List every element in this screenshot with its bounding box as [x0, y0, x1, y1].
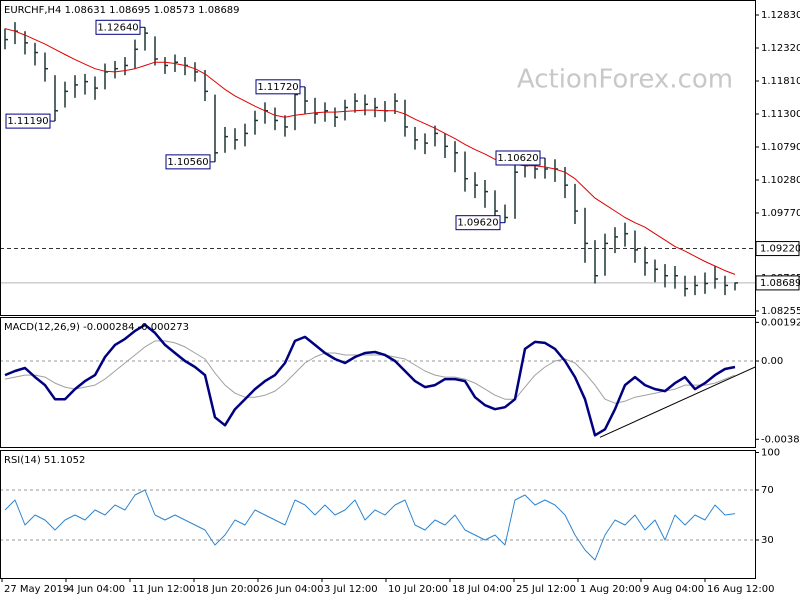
- x-tick-label: 16 Aug 12:00: [707, 584, 774, 595]
- y-tick-label: 0.00: [761, 356, 783, 367]
- indicator-line: [4, 489, 736, 561]
- annotation-box: [495, 150, 541, 166]
- annotation-box: [95, 19, 141, 35]
- y-tick-label: 1.11810: [761, 76, 800, 87]
- x-tick-label: 10 Jul 20:00: [388, 584, 448, 595]
- annotation-label: 1.09620: [457, 218, 498, 229]
- annotation-label: 1.11720: [257, 82, 298, 93]
- level-label: 1.08689: [760, 278, 800, 289]
- panel-frame: [0, 317, 756, 448]
- x-tick-label: 1 Aug 20:00: [580, 584, 641, 595]
- annotation-box: [255, 79, 301, 95]
- bars: [4, 22, 738, 297]
- y-tick-label: 100: [761, 448, 780, 459]
- annotation-label: 1.12640: [97, 22, 138, 33]
- lines: [4, 489, 736, 561]
- annotation-box: [5, 113, 51, 129]
- panel-frame: [0, 450, 756, 579]
- y-tick-label: 1.12320: [761, 43, 800, 54]
- panel-title: EURCHF,H4 1.08631 1.08695 1.08573 1.0868…: [4, 5, 240, 16]
- y-tick-label: 1.08255: [761, 306, 800, 317]
- x-tick-label: 4 Jun 04:00: [68, 584, 125, 595]
- x-tick-label: 9 Aug 04:00: [643, 584, 704, 595]
- annotation-label: 1.11190: [7, 116, 48, 127]
- x-tick-label: 18 Jun 20:00: [196, 584, 260, 595]
- panel-title: RSI(14) 51.1052: [4, 455, 85, 466]
- annotation-label: 1.10620: [497, 153, 538, 164]
- level-label: 1.09220: [760, 244, 800, 255]
- annotation-box: [455, 215, 501, 231]
- y-tick-label: 1.09770: [761, 208, 800, 219]
- annotation-label: 1.10560: [167, 157, 208, 168]
- y-tick-label: 1.11300: [761, 109, 800, 120]
- x-tick-label: 18 Jul 04:00: [452, 584, 512, 595]
- panel-title: MACD(12,26,9) -0.000284 -0.000273: [4, 322, 189, 333]
- y-tick-label: -0.003896: [761, 434, 800, 445]
- panel-frame: [0, 0, 756, 316]
- y-tick-label: 70: [761, 485, 774, 496]
- y-tick-label: 1.12830: [761, 10, 800, 21]
- indicator-line: [4, 340, 736, 404]
- x-tick-label: 3 Jul 12:00: [324, 584, 378, 595]
- y-tick-label: 0.001923: [761, 317, 800, 328]
- trendline: [599, 366, 755, 438]
- annotation-box: [165, 154, 211, 170]
- y-tick-label: 1.10790: [761, 142, 800, 153]
- y-tick-label: 1.10280: [761, 175, 800, 186]
- y-tick-label: 30: [761, 535, 774, 546]
- indicator-line: [4, 323, 736, 437]
- indicator-line: [4, 28, 736, 275]
- lines: [4, 323, 755, 438]
- x-tick-label: 11 Jun 12:00: [132, 584, 196, 595]
- watermark: ActionForex.com: [517, 65, 733, 95]
- x-tick-label: 26 Jun 04:00: [260, 584, 324, 595]
- x-tick-label: 27 May 2019: [4, 584, 69, 595]
- x-tick-label: 25 Jul 12:00: [516, 584, 576, 595]
